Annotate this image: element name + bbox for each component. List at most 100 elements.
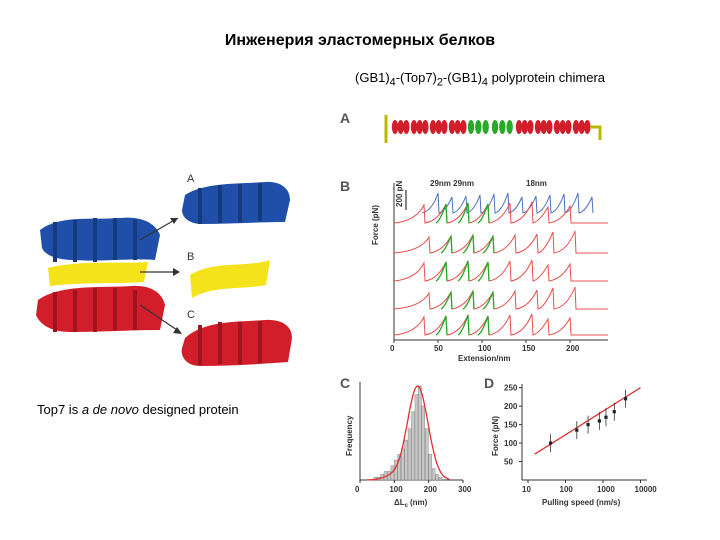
- x-tick-label: 50: [434, 344, 443, 353]
- y-tick-label: 50: [504, 458, 513, 467]
- histogram-bar: [421, 405, 426, 481]
- data-point: [548, 441, 553, 445]
- red-domain: [553, 120, 572, 134]
- protein-structure-illustration: A B C: [36, 173, 292, 366]
- regression-line: [534, 387, 641, 455]
- panel-b-xticks: 0 50 100 150 200: [390, 340, 580, 353]
- annotation-right: 18nm: [526, 179, 547, 188]
- yellow-structure-b: [190, 260, 270, 298]
- x-tick-label: 150: [522, 344, 536, 353]
- top7-unfolding-peak: [457, 314, 470, 336]
- x-tick-label: 1000: [597, 485, 615, 494]
- histogram-bar: [414, 394, 419, 481]
- polyprotein-domains: [391, 120, 591, 134]
- y-tick-label: 100: [504, 439, 518, 448]
- arrowhead-icon: [170, 218, 178, 224]
- structure-label-c: C: [187, 309, 195, 321]
- x-tick-label: 200: [424, 485, 438, 494]
- data-point: [586, 423, 590, 427]
- top7-unfolding-peak: [435, 203, 448, 224]
- top7-unfolding-peak: [477, 261, 490, 282]
- histogram-bar: [418, 385, 422, 481]
- panel-c: C Frequency 0 100 200 300 ΔLc (nm): [340, 375, 472, 509]
- subtitle-subscript: 4: [389, 76, 396, 89]
- panel-d-xlabel: Pulling speed (nm/s): [542, 498, 621, 507]
- yellow-sheet-domain: [48, 262, 148, 286]
- red-domain: [391, 120, 410, 134]
- top7-unfolding-peak: [457, 202, 470, 224]
- histogram-bar: [435, 474, 439, 481]
- histogram-bars: [373, 385, 443, 481]
- caption-text: designed protein: [138, 402, 239, 417]
- red-structure-c: [181, 319, 292, 366]
- red-domain: [534, 120, 553, 134]
- panel-a-letter: A: [340, 110, 350, 126]
- panel-b-letter: B: [340, 178, 350, 194]
- caption-text: Top7 is: [37, 402, 82, 417]
- combined-structure: [36, 217, 165, 332]
- blue-helix-ridges: [53, 218, 137, 262]
- top7-unfolding-peak: [462, 234, 475, 254]
- histogram-bar: [404, 439, 408, 481]
- panel-d: D Force (pN) 10 100 1000 10000 50 100 150 200 25…: [484, 375, 657, 507]
- caption: Top7 is a de novo designed protein: [37, 402, 239, 417]
- panel-c-letter: C: [340, 375, 350, 391]
- top7-unfolding-peak: [482, 235, 495, 254]
- panel-b: B 200 pN 29nm 29nm 18nm Force (pN) 0 50 10…: [340, 178, 608, 363]
- arrows: [139, 217, 182, 334]
- x-tick-label: 100: [389, 485, 403, 494]
- top7-unfolding-peak: [435, 315, 448, 336]
- histogram-bar: [411, 411, 415, 481]
- x-tick-label: 0: [390, 344, 395, 353]
- annotation-left: 29nm 29nm: [430, 179, 474, 188]
- red-helix-ridges: [198, 321, 262, 365]
- structure-label-b: B: [187, 251, 194, 263]
- top7-unfolding-peak: [477, 315, 490, 336]
- y-tick-label: 250: [504, 384, 518, 393]
- force-trace: [393, 259, 608, 282]
- histogram-bar: [428, 454, 432, 481]
- panel-b-ylabel: Force (pN): [371, 205, 380, 245]
- histogram-bar: [438, 476, 443, 481]
- green-domain: [491, 120, 513, 134]
- panel-a: A: [340, 110, 602, 143]
- histogram-bar: [425, 428, 429, 481]
- force-trace: [393, 286, 608, 310]
- data-point: [575, 428, 579, 432]
- top7-unfolding-peak: [462, 290, 475, 310]
- subtitle-part: -(GB1): [442, 70, 482, 85]
- force-traces: [393, 192, 608, 336]
- y-tick-label: 150: [504, 421, 518, 430]
- histogram-bar: [431, 468, 436, 481]
- panel-d-ylabel: Force (pN): [491, 416, 500, 456]
- histogram-fit: [366, 385, 450, 481]
- red-domain: [572, 120, 591, 134]
- top7-unfolding-peak: [440, 291, 453, 310]
- x-tick-label: 100: [478, 344, 492, 353]
- force-trace: [393, 201, 608, 224]
- red-domain: [448, 120, 467, 134]
- subtitle-subscript: 2: [436, 76, 443, 89]
- x-tick-label: 0: [355, 485, 360, 494]
- subtitle-part: polyprotein chimera: [487, 70, 606, 85]
- x-tick-label: 10: [522, 485, 531, 494]
- subtitle-part: -(Top7): [395, 70, 437, 85]
- top7-unfolding-peak: [482, 291, 495, 310]
- subtitle-subscript: 4: [481, 76, 488, 89]
- panel-c-xticks: 0 100 200 300: [355, 480, 472, 494]
- blue-helix-ridges: [198, 183, 262, 224]
- panel-c-xlabel: ΔLc (nm): [394, 498, 428, 509]
- panel-c-xlabel-unit: (nm): [410, 498, 428, 507]
- figure-subtitle: (GB1)4-(Top7)2-(GB1)4 polyprotein chimer…: [355, 70, 605, 89]
- data-point: [612, 410, 616, 414]
- panel-d-ticks: 10 100 1000 10000 50 100 150 200 250: [504, 384, 657, 494]
- x-tick-label: 200: [566, 344, 580, 353]
- panel-d-letter: D: [484, 375, 494, 391]
- y-tick-label: 200: [504, 402, 518, 411]
- red-domain: [429, 120, 448, 134]
- blue-structure-a: [182, 181, 290, 224]
- histogram-bar: [401, 448, 405, 481]
- subtitle-part: (GB1): [355, 70, 390, 85]
- arrowhead-icon: [173, 268, 180, 276]
- caption-italic: a de novo: [81, 402, 139, 417]
